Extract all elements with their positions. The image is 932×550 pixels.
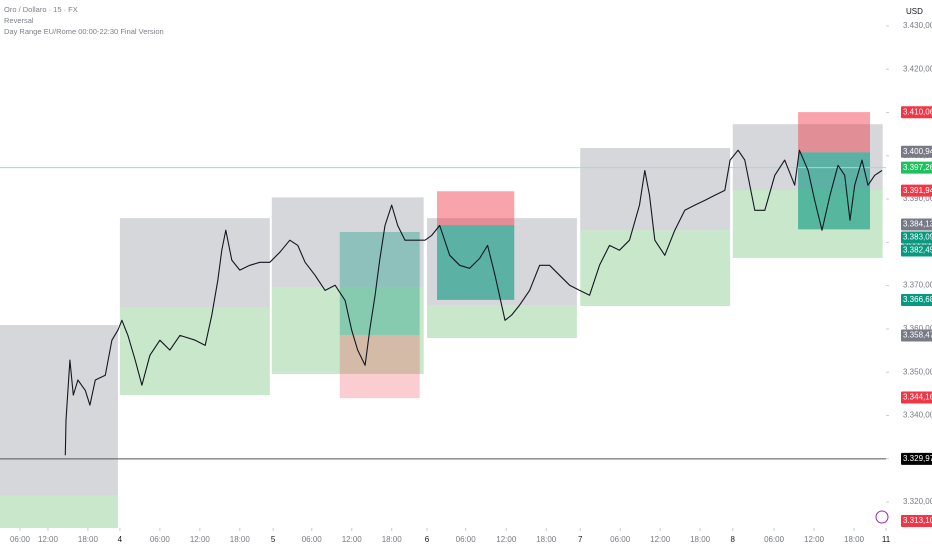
x-tick-label: 6: [425, 535, 430, 544]
x-tick-label: 11: [882, 535, 891, 544]
x-tick-label: 18:00: [78, 535, 99, 544]
price-label: 3.313,10: [903, 516, 932, 525]
y-tick-label: 3.390,00: [903, 194, 932, 203]
price-label-box: [901, 231, 932, 244]
x-tick-label: 18:00: [230, 535, 251, 544]
range-zone: [437, 191, 515, 226]
indicator: Reversal: [4, 16, 34, 25]
price-line-series: [64, 149, 883, 456]
range-zone: [0, 325, 118, 496]
range-zone: [427, 305, 577, 339]
price-label: 3.382,45: [903, 246, 932, 255]
x-tick-label: 18:00: [844, 535, 865, 544]
price-label-box: [901, 161, 932, 174]
price-label: 3.358,47: [903, 331, 932, 340]
range-zone: [798, 152, 871, 230]
price-label-box: [901, 145, 932, 158]
price-label: 3.383,09: [903, 233, 932, 242]
x-tick-label: 18:00: [690, 535, 711, 544]
x-tick-label: 06:00: [610, 535, 631, 544]
x-tick-label: 12:00: [190, 535, 211, 544]
x-tick-label: 06:00: [10, 535, 31, 544]
price-label: 3.400,94: [903, 147, 932, 156]
y-tick-label: 3.320,00: [903, 497, 932, 506]
y-tick-label: 3.350,00: [903, 367, 932, 376]
range-zone: [580, 148, 731, 231]
range-zone: [798, 112, 871, 153]
x-tick-label: 12:00: [804, 535, 825, 544]
x-tick-label: 12:00: [342, 535, 363, 544]
range-zone: [119, 218, 270, 308]
price-label: 3.397,26: [903, 163, 932, 172]
price-label-box: [901, 452, 932, 465]
price-label-box: [901, 184, 932, 197]
price-label: 3.329,97: [903, 454, 932, 463]
price-label-box: [901, 515, 932, 527]
x-tick-label: 06:00: [456, 535, 477, 544]
x-tick-label: 12:00: [38, 535, 59, 544]
range-zone: [271, 197, 424, 287]
price-label-box: [901, 391, 932, 404]
alert-icon[interactable]: [875, 510, 889, 524]
x-tick-label: 18:00: [382, 535, 403, 544]
range-zone: [271, 286, 424, 374]
x-tick-label: 4: [118, 535, 123, 544]
range-zone: [119, 307, 270, 396]
range-zone: [580, 230, 731, 306]
price-label: 3.384,13: [903, 220, 932, 229]
x-tick-label: 18:00: [536, 535, 557, 544]
x-tick-label: 06:00: [150, 535, 171, 544]
y-tick-label: 3.430,00: [903, 21, 932, 30]
price-label: 3.391,94: [903, 186, 932, 195]
x-tick-label: 06:00: [302, 535, 323, 544]
price-label-box: [901, 106, 932, 119]
price-label: 3.344,16: [903, 393, 932, 402]
y-tick-label: 3.360,00: [903, 324, 932, 333]
indicator: Day Range EU/Rome 00:00-22:30 Final Vers…: [4, 27, 164, 36]
currency: USD: [906, 7, 923, 16]
price-label-box: [901, 218, 932, 231]
price-label: 3.410,06: [903, 107, 932, 116]
y-tick-label: 3.340,00: [903, 411, 932, 420]
price-label-box: [901, 244, 932, 257]
price-label: 3.366,68: [903, 295, 932, 304]
chart-title: Oro / Dollaro · 15 · FX: [4, 5, 78, 14]
range-zone: [0, 495, 118, 528]
range-zone: [339, 334, 420, 399]
x-tick-label: 7: [578, 535, 583, 544]
price-label-box: [901, 329, 932, 342]
y-tick-label: 3.420,00: [903, 64, 932, 73]
x-tick-label: 5: [271, 535, 276, 544]
x-tick-label: 12:00: [650, 535, 671, 544]
price-label-box: [901, 294, 932, 307]
x-tick-label: 06:00: [764, 535, 785, 544]
range-zone: [339, 231, 420, 335]
y-tick-label: 3.370,00: [903, 281, 932, 290]
x-tick-label: 12:00: [496, 535, 517, 544]
x-tick-label: 8: [731, 535, 736, 544]
